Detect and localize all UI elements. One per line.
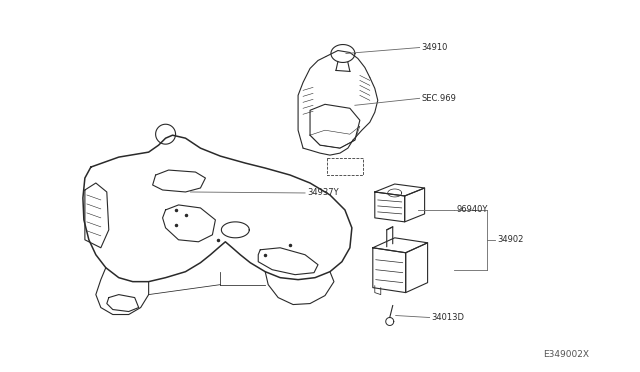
Text: 34902: 34902 (497, 235, 524, 244)
Text: SEC.969: SEC.969 (422, 94, 456, 103)
Text: E349002X: E349002X (543, 350, 589, 359)
Text: 96940Y: 96940Y (456, 205, 488, 214)
Text: 34937Y: 34937Y (307, 189, 339, 198)
Text: 34013D: 34013D (431, 313, 465, 322)
Text: 34910: 34910 (422, 43, 448, 52)
